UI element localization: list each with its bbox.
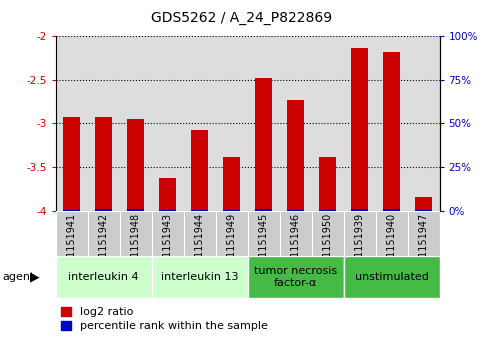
Legend: log2 ratio, percentile rank within the sample: log2 ratio, percentile rank within the s… [61,307,268,331]
Text: GSM1151940: GSM1151940 [386,213,397,278]
Bar [383,52,400,211]
Bar [127,119,144,211]
Bar [95,209,113,211]
Text: interleukin 4: interleukin 4 [68,272,139,282]
Text: GSM1151942: GSM1151942 [99,213,109,278]
Bar [56,256,152,298]
Bar [280,211,312,256]
Text: GSM1151946: GSM1151946 [291,213,300,278]
Bar [63,210,80,211]
Text: unstimulated: unstimulated [355,272,428,282]
Text: GDS5262 / A_24_P822869: GDS5262 / A_24_P822869 [151,11,332,25]
Bar [223,210,241,211]
Bar [312,211,343,256]
Bar [408,211,440,256]
Bar [248,211,280,256]
Text: GSM1151947: GSM1151947 [419,213,428,278]
Bar [191,210,208,211]
Bar [56,211,87,256]
Bar [95,117,113,211]
Bar [63,117,80,211]
Text: GSM1151948: GSM1151948 [130,213,141,278]
Bar [215,211,248,256]
Bar [351,209,369,211]
Bar [248,256,343,298]
Bar [152,211,184,256]
Text: GSM1151943: GSM1151943 [163,213,172,278]
Bar [87,211,120,256]
Text: interleukin 13: interleukin 13 [161,272,238,282]
Bar [415,197,432,211]
Bar [415,210,432,211]
Text: GSM1151944: GSM1151944 [195,213,204,278]
Bar [287,100,304,211]
Bar [223,156,241,211]
Text: tumor necrosis
factor-α: tumor necrosis factor-α [254,266,337,287]
Bar [191,130,208,211]
Bar [127,209,144,211]
Text: GSM1151945: GSM1151945 [258,213,269,278]
Bar [383,209,400,211]
Bar [184,211,215,256]
Bar [255,209,272,211]
Bar [255,78,272,211]
Bar [287,209,304,211]
Bar [120,211,152,256]
Text: GSM1151949: GSM1151949 [227,213,237,278]
Bar [343,211,376,256]
Bar [343,256,440,298]
Text: GSM1151941: GSM1151941 [67,213,76,278]
Bar [351,48,369,211]
Text: ▶: ▶ [30,270,40,283]
Bar [319,210,336,211]
Bar [152,256,248,298]
Text: GSM1151950: GSM1151950 [323,213,332,278]
Bar [159,210,176,211]
Text: agent: agent [2,272,35,282]
Bar [376,211,408,256]
Bar [319,156,336,211]
Text: GSM1151939: GSM1151939 [355,213,365,278]
Bar [159,178,176,211]
